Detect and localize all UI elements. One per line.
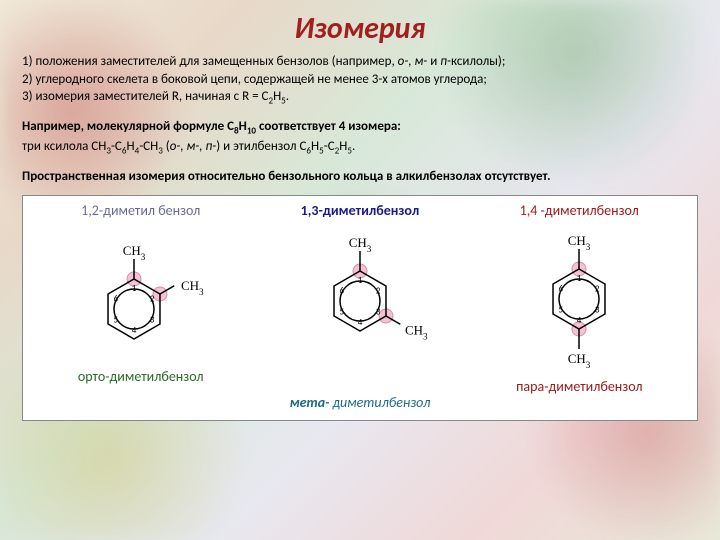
svg-text:3: 3 [150, 315, 155, 326]
caption-para: пара-диметилбензол [489, 378, 669, 395]
fig-title-3: 1,4 -диметилбензол [520, 202, 639, 219]
svg-text:3: 3 [376, 307, 381, 318]
p2l2a: три ксилола CH [22, 139, 106, 154]
figure-box: 1,2-диметил бензол 1,3-диметилбензол 1,4… [22, 195, 698, 421]
svg-text:CH3: CH3 [568, 351, 591, 370]
svg-text:CH3: CH3 [181, 278, 204, 297]
p2l2e: H [126, 139, 134, 154]
svg-text:1: 1 [358, 275, 363, 286]
caption-meta-rest: диметилбензол [333, 394, 431, 411]
fig-title-1: 1,2-диметил бензол [81, 202, 200, 219]
svg-text:4: 4 [131, 325, 136, 336]
svg-text:2: 2 [376, 286, 381, 297]
struct-para: 123456CH3CH3 пара-диметилбензол [489, 221, 669, 395]
caption-ortho: орто-диметилбензол [51, 368, 231, 385]
p1-l1d: п- [440, 54, 451, 69]
svg-text:1: 1 [577, 273, 582, 284]
p2l2i: ( [163, 139, 170, 154]
ortho-svg: 123456CH3CH3 [56, 221, 226, 366]
struct-ortho: 123456CH3CH3 орто-диметилбензол [51, 221, 231, 385]
p2c: Н [239, 119, 247, 134]
p2d: 10 [247, 126, 256, 137]
svg-text:6: 6 [113, 294, 118, 305]
p2l2c: -C [111, 139, 122, 154]
p1-l3a: 3) изомерия заместителей R, начиная с R … [22, 89, 268, 104]
meta-svg: 123456CH3CH3 [275, 221, 445, 376]
p2l2s: . [352, 139, 355, 154]
p2l2k: ) и этилбензол C [216, 139, 306, 154]
struct-meta: 123456CH3CH3 [270, 221, 450, 376]
page-title: Изомерия [22, 10, 698, 47]
svg-text:5: 5 [340, 307, 345, 318]
p1-l3c: Н [273, 89, 281, 104]
p2l2g: -CH [139, 139, 158, 154]
svg-text:4: 4 [358, 317, 363, 328]
p1-l3e: . [286, 89, 289, 104]
svg-text:5: 5 [559, 305, 564, 316]
caption-meta-prefix: мета- [290, 394, 330, 411]
fig-title-2: 1,3-диметилбензол [301, 202, 420, 219]
para-3: Пространственная изомерия относительно б… [22, 168, 698, 186]
svg-text:2: 2 [595, 284, 600, 295]
svg-text:6: 6 [340, 286, 345, 297]
svg-text:4: 4 [577, 315, 582, 326]
svg-text:1: 1 [131, 283, 136, 294]
structures-row: 1 2 3 4 5 6 CH3 CH3 орто-диметилбензол 1 2 3 4 5 6 CH… [31, 221, 689, 395]
p1-l1e: ксилолы); [451, 54, 505, 69]
p1-l1c: и [430, 54, 440, 69]
p1-l2: 2) углеродного скелета в боковой цепи, с… [22, 72, 487, 87]
svg-text:CH3: CH3 [405, 322, 428, 341]
para-2: Например, молекулярной формуле С8Н10 соо… [22, 118, 698, 158]
svg-text:2: 2 [150, 294, 155, 305]
p2l2m: H [311, 139, 319, 154]
p2a: Например, молекулярной формуле С [22, 119, 234, 134]
svg-text:6: 6 [559, 284, 564, 295]
svg-text:5: 5 [113, 315, 118, 326]
p2l2o: -С [324, 139, 335, 154]
p3-text: Пространственная изомерия относительно б… [22, 169, 551, 184]
caption-meta-row: мета- диметилбензол [31, 393, 689, 412]
para-svg: 123456CH3CH3 [494, 221, 664, 376]
p2e: соответствует 4 изомера: [256, 119, 401, 134]
svg-text:3: 3 [595, 305, 600, 316]
p2l2j: о-, м-, п- [170, 139, 217, 154]
figure-titles: 1,2-диметил бензол 1,3-диметилбензол 1,4… [31, 202, 689, 219]
p1-l1b: о-, м- [398, 54, 431, 69]
p1-l1a: 1) положения заместителей для замещенных… [22, 54, 398, 69]
para-1: 1) положения заместителей для замещенных… [22, 53, 698, 108]
